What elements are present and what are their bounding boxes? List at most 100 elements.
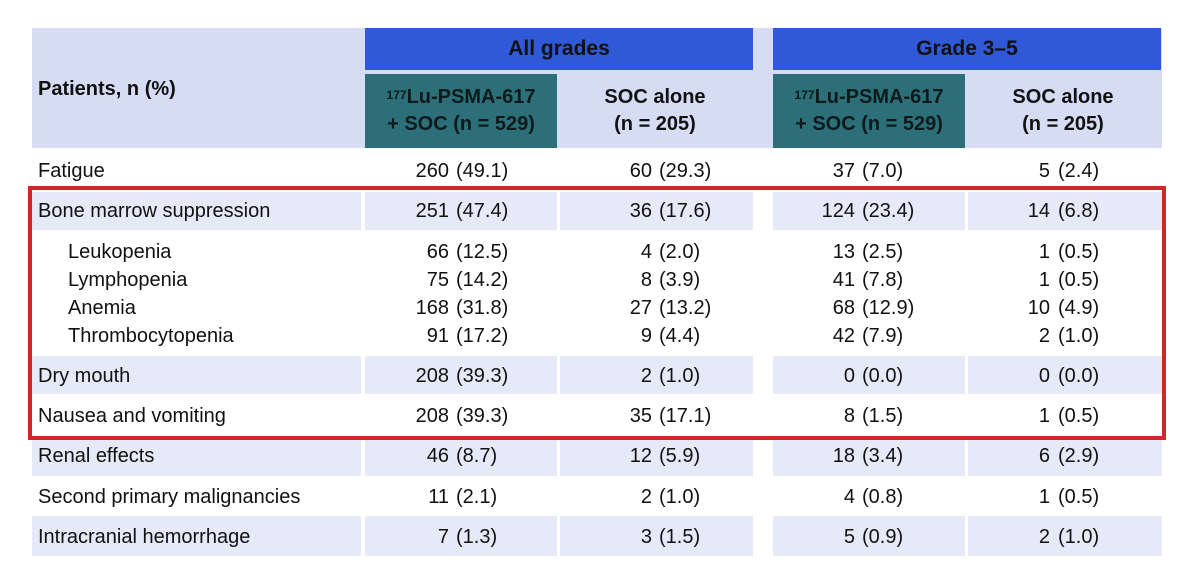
cell-percent: (0.5) [1058,405,1100,427]
cell-count: 91 [426,325,449,347]
cell-percent: (2.9) [1058,445,1100,467]
cell-count: 1 [1038,486,1050,508]
cell-percent: (2.1) [456,486,498,508]
row-band [32,516,1162,556]
col-header-lu-g35: 177Lu-PSMA-617 + SOC (n = 529) [773,74,965,148]
column-separator [361,150,365,560]
cell-percent: (0.8) [862,486,904,508]
cell-percent: (1.0) [1058,526,1100,548]
row-label: Bone marrow suppression [38,200,271,222]
cell-count: 66 [426,241,449,263]
cell-percent: (14.2) [456,269,509,291]
row-band [32,356,1162,394]
cell-percent: (1.0) [659,365,701,387]
cell-percent: (0.5) [1058,269,1100,291]
cell-percent: (8.7) [456,445,498,467]
cell-percent: (12.9) [862,297,915,319]
cell-percent: (23.4) [862,200,915,222]
cell-count: 14 [1027,200,1050,222]
cell-count: 13 [832,241,855,263]
cell-count: 75 [426,269,449,291]
cell-percent: (29.3) [659,160,712,182]
col-header-lu-all: 177Lu-PSMA-617 + SOC (n = 529) [365,74,557,148]
cell-percent: (39.3) [456,365,509,387]
cell-percent: (3.4) [862,445,904,467]
cell-percent: (0.9) [862,526,904,548]
cell-percent: (2.4) [1058,160,1100,182]
row-label: Second primary malignancies [38,486,301,508]
cell-count: 251 [415,200,449,222]
cell-count: 1 [1038,241,1050,263]
cell-count: 42 [832,325,855,347]
cell-percent: (7.0) [862,160,904,182]
cell-percent: (1.5) [862,405,904,427]
cell-count: 2 [1038,325,1050,347]
cell-percent: (17.6) [659,200,712,222]
superscript-177: 177 [386,88,407,102]
cell-count: 27 [629,297,652,319]
cell-count: 9 [640,325,652,347]
group-header-grade-3-5: Grade 3–5 [773,28,1161,70]
cell-percent: (31.8) [456,297,509,319]
row-label: Fatigue [38,160,105,182]
cell-percent: (2.0) [659,241,701,263]
row-label: Intracranial hemorrhage [38,526,251,548]
group-header-grade-3-5-text: Grade 3–5 [916,37,1018,60]
cell-percent: (4.4) [659,325,701,347]
cell-count: 0 [843,365,855,387]
cell-percent: (7.9) [862,325,904,347]
cell-percent: (0.0) [1058,365,1100,387]
cell-percent: (0.5) [1058,241,1100,263]
cell-count: 8 [640,269,652,291]
cell-percent: (1.0) [1058,325,1100,347]
highlight-box [28,186,1166,440]
row-label: Renal effects [38,445,155,467]
col-header-soc-all: SOC alone (n = 205) [604,86,706,135]
cell-count: 168 [415,297,449,319]
cell-percent: (1.0) [659,486,701,508]
cell-count: 0 [1038,365,1050,387]
cell-count: 68 [832,297,855,319]
cell-count: 46 [426,445,449,467]
cell-percent: (3.9) [659,269,701,291]
cell-count: 4 [640,241,652,263]
cell-percent: (4.9) [1058,297,1100,319]
row-label: Anemia [68,297,136,319]
cell-percent: (1.5) [659,526,701,548]
cell-percent: (0.5) [1058,486,1100,508]
cell-count: 5 [1038,160,1050,182]
cell-count: 124 [821,200,855,222]
cell-count: 35 [629,405,652,427]
cell-count: 260 [415,160,449,182]
cell-count: 5 [843,526,855,548]
cell-count: 208 [415,365,449,387]
row-label: Lymphopenia [68,269,188,291]
cell-percent: (49.1) [456,160,509,182]
row-label: Leukopenia [68,241,172,263]
row-label: Thrombocytopenia [68,325,234,347]
col-header-soc-g35: SOC alone (n = 205) [1012,86,1114,135]
cell-percent: (1.3) [456,526,498,548]
cell-count: 60 [629,160,652,182]
cell-count: 41 [832,269,855,291]
cell-percent: (12.5) [456,241,509,263]
cell-percent: (17.2) [456,325,509,347]
column-separator [753,150,773,560]
cell-count: 6 [1038,445,1050,467]
row-header-label: Patients, n (%) [38,78,176,100]
cell-count: 10 [1027,297,1050,319]
row-label: Nausea and vomiting [38,405,226,427]
cell-percent: (13.2) [659,297,712,319]
cell-count: 1 [1038,269,1050,291]
cell-count: 1 [1038,405,1050,427]
column-separator [965,150,968,560]
cell-count: 36 [629,200,652,222]
cell-count: 3 [640,526,652,548]
cell-percent: (6.8) [1058,200,1100,222]
row-band [32,192,1162,230]
cell-percent: (2.5) [862,241,904,263]
cell-count: 37 [832,160,855,182]
row-band [32,436,1162,476]
cell-count: 18 [832,445,855,467]
cell-percent: (5.9) [659,445,701,467]
